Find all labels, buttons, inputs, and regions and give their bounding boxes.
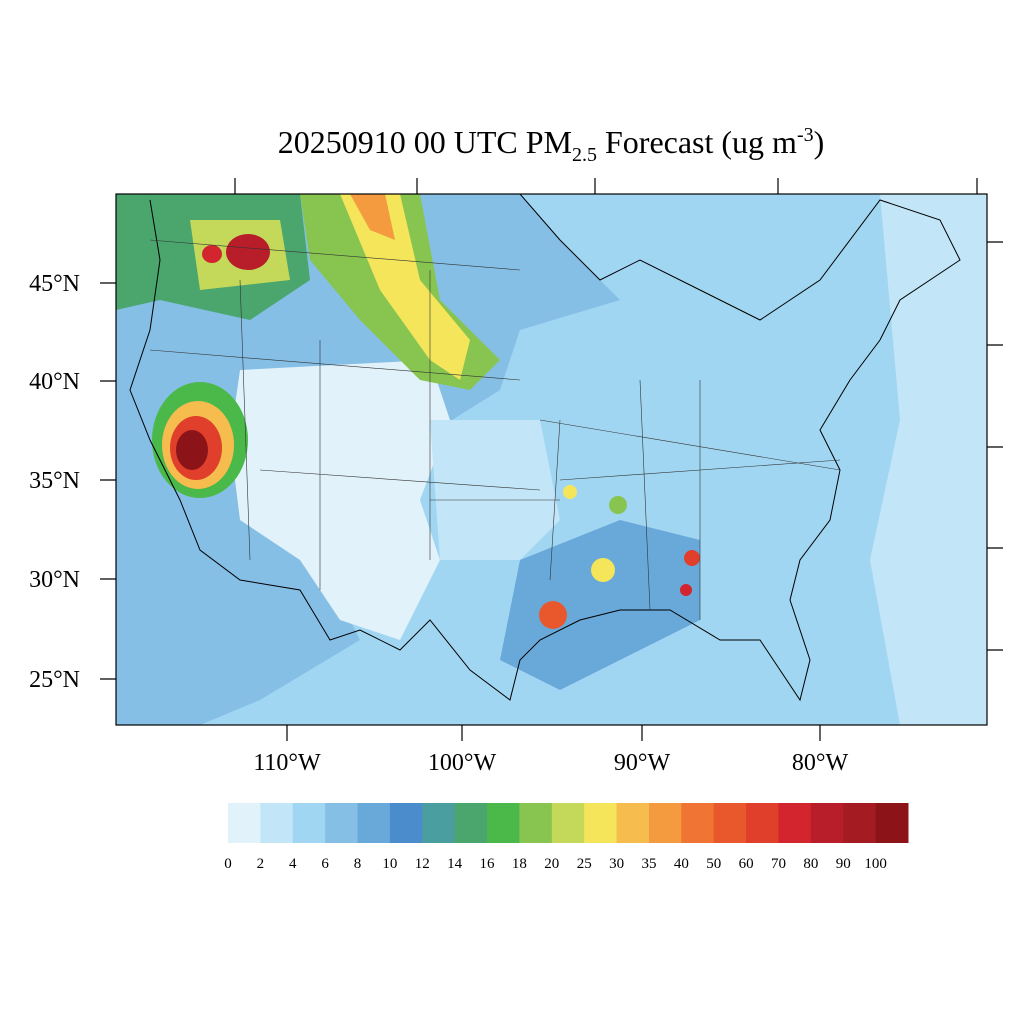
colorbar-box <box>648 803 682 843</box>
title-sub: 2.5 <box>572 144 597 166</box>
map <box>100 178 1003 741</box>
colorbar-label: 16 <box>480 856 496 872</box>
colorbar-label: 40 <box>674 856 689 872</box>
hotspot <box>684 550 700 566</box>
hotspot <box>563 485 577 499</box>
colorbar-label: 80 <box>803 856 818 872</box>
map-frame <box>115 193 988 726</box>
colorbar-label: 90 <box>836 856 851 872</box>
colorbar-label: 70 <box>771 856 786 872</box>
colorbar-box <box>713 803 747 843</box>
title-main: 20250910 00 UTC PM <box>278 124 572 160</box>
colorbar-box <box>422 803 456 843</box>
shade <box>116 194 620 725</box>
colorbar-box <box>746 803 779 843</box>
colorbar-label: 100 <box>864 856 887 872</box>
colorbar-box <box>778 803 812 843</box>
plume <box>340 194 470 380</box>
colorbar-box <box>584 803 618 843</box>
colorbar-label: 10 <box>382 856 397 872</box>
colorbar-label: 12 <box>415 856 430 872</box>
ticks <box>100 178 1003 741</box>
colorbar-label: 18 <box>512 856 527 872</box>
title-sup: -3 <box>797 124 814 146</box>
colorbar-label: 2 <box>257 856 265 872</box>
lat-label: 45°N <box>29 271 80 297</box>
colorbar-box <box>228 803 261 843</box>
colorbar-box <box>260 803 294 843</box>
colorbar-label: 60 <box>739 856 754 872</box>
coastline <box>129 194 961 702</box>
lat-label: 35°N <box>29 468 80 494</box>
lon-label: 100°W <box>428 750 497 776</box>
lat-label: 30°N <box>29 567 80 593</box>
colorbar-box <box>681 803 715 843</box>
colorbar-label: 4 <box>289 856 297 872</box>
hotspot <box>226 234 270 270</box>
lat-label: 25°N <box>29 667 80 693</box>
hotspot <box>680 584 692 596</box>
colorbar-label: 35 <box>641 856 656 872</box>
colorbar-label: 30 <box>609 856 624 872</box>
colorbar-box <box>389 803 423 843</box>
colorbar-box <box>551 803 585 843</box>
lon-label: 110°W <box>253 750 321 776</box>
plume <box>350 194 395 240</box>
colorbar-box <box>875 803 909 843</box>
hotspot <box>591 558 615 582</box>
shade <box>230 360 450 640</box>
colorbar-box <box>810 803 844 843</box>
colorbar-box <box>616 803 650 843</box>
plume <box>176 430 208 470</box>
hotspot <box>609 496 627 514</box>
colorbar-box <box>519 803 553 843</box>
colorbar-label: 8 <box>354 856 362 872</box>
lon-label: 80°W <box>792 750 849 776</box>
lat-label: 40°N <box>29 369 80 395</box>
hotspot <box>539 601 567 629</box>
colorbar-label: 6 <box>321 856 329 872</box>
title: 20250910 00 UTC PM2.5 Forecast (ug m-3) <box>278 124 825 166</box>
shade <box>430 420 560 560</box>
colorbar-box <box>357 803 391 843</box>
shade <box>870 194 987 725</box>
colorbar-label: 14 <box>447 856 463 872</box>
colorbar-box <box>292 803 326 843</box>
title-rest: Forecast (ug m <box>597 124 797 160</box>
title-end: ) <box>814 124 825 160</box>
shade <box>500 520 700 690</box>
hotspot <box>202 245 222 263</box>
colorbar-box <box>487 803 520 843</box>
colorbar-label: 50 <box>706 856 721 872</box>
state-borders <box>149 239 841 620</box>
lon-label: 90°W <box>614 750 671 776</box>
colorbar-box <box>454 803 488 843</box>
colorbar-box <box>325 803 359 843</box>
colorbar-label: 20 <box>544 856 559 872</box>
colorbar-label: 0 <box>224 856 232 872</box>
colorbar-box <box>843 803 877 843</box>
colorbar-label: 25 <box>577 856 592 872</box>
